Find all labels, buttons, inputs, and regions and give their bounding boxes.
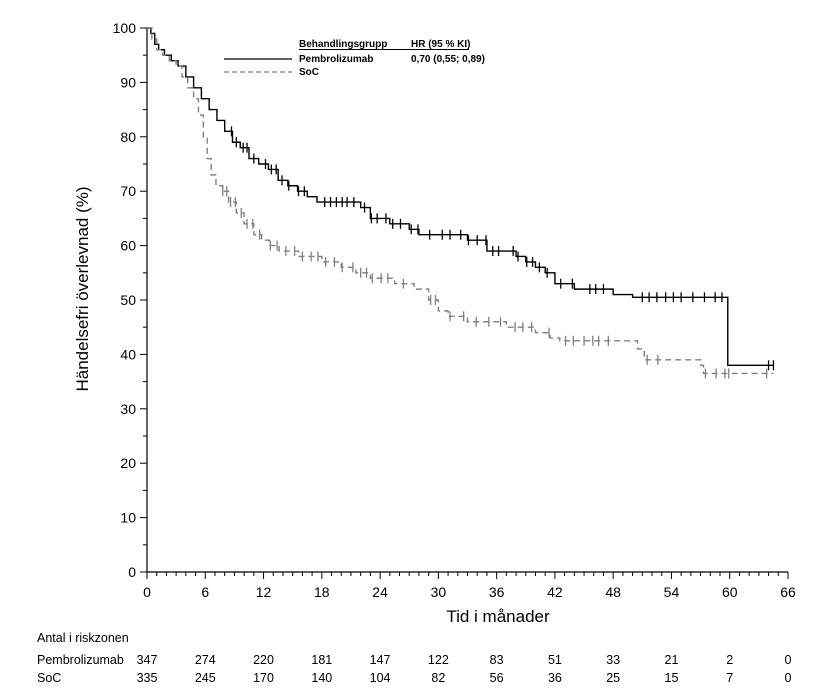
y-tick-label: 90: [120, 74, 136, 90]
y-tick-label: 40: [120, 346, 136, 362]
risk-value-pembrolizumab: 51: [548, 653, 562, 667]
y-tick-label: 20: [120, 455, 136, 471]
risk-value-soc: 36: [548, 671, 562, 685]
y-tick-label: 50: [120, 292, 136, 308]
risk-value-soc: 82: [431, 671, 445, 685]
risk-value-soc: 170: [253, 671, 274, 685]
risk-value-soc: 104: [370, 671, 391, 685]
risk-value-pembrolizumab: 33: [606, 653, 620, 667]
x-tick-label: 36: [489, 584, 505, 600]
risk-value-pembrolizumab: 21: [665, 653, 679, 667]
series-lines: [147, 27, 775, 379]
survival-curve-pembrolizumab: [147, 27, 774, 366]
risk-value-pembrolizumab: 347: [137, 653, 158, 667]
y-tick-label: 70: [120, 183, 136, 199]
x-tick-label: 12: [256, 584, 272, 600]
x-tick-label: 6: [201, 584, 209, 600]
legend-hr-pembrolizumab: 0,70 (0,55; 0,89): [411, 54, 485, 65]
y-tick-label: 80: [120, 129, 136, 145]
risk-value-soc: 56: [490, 671, 504, 685]
risk-value-pembrolizumab: 83: [490, 653, 504, 667]
risk-value-pembrolizumab: 181: [311, 653, 332, 667]
y-tick-label: 10: [120, 510, 136, 526]
risk-value-pembrolizumab: 0: [785, 653, 792, 667]
survival-curve-soc: [147, 27, 774, 375]
risk-value-soc: 25: [606, 671, 620, 685]
legend-label-pembrolizumab: Pembrolizumab: [299, 54, 373, 65]
y-tick-label: 60: [120, 238, 136, 254]
risk-value-pembrolizumab: 220: [253, 653, 274, 667]
x-axis-title: Tid i månader: [446, 607, 550, 626]
x-tick-label: 24: [372, 584, 388, 600]
risk-value-pembrolizumab: 147: [370, 653, 391, 667]
risk-row-label-soc: SoC: [37, 671, 61, 685]
y-axis: 0 10 20 30 40 50 60 70 80 90 100: [113, 20, 148, 580]
risk-table: Antal i riskzonen Pembrolizumab SoC 347 2…: [37, 631, 792, 685]
legend-label-soc: SoC: [299, 67, 319, 78]
risk-table-title: Antal i riskzonen: [37, 631, 129, 645]
x-tick-label: 60: [722, 584, 738, 600]
legend-header-group: Behandlingsgrupp: [299, 39, 387, 50]
risk-value-pembrolizumab: 274: [195, 653, 216, 667]
legend-header-hr: HR (95 % KI): [411, 39, 470, 50]
risk-value-pembrolizumab: 122: [428, 653, 449, 667]
y-axis-title: Händelsefri överlevnad (%): [73, 186, 92, 391]
risk-value-pembrolizumab: 2: [726, 653, 733, 667]
y-tick-label: 100: [113, 20, 137, 36]
risk-value-soc: 0: [785, 671, 792, 685]
y-tick-label: 0: [128, 564, 136, 580]
x-tick-label: 0: [143, 584, 151, 600]
risk-value-soc: 335: [137, 671, 158, 685]
x-tick-label: 42: [547, 584, 563, 600]
risk-row-label-pembrolizumab: Pembrolizumab: [37, 653, 124, 667]
y-tick-label: 30: [120, 401, 136, 417]
x-tick-label: 66: [780, 584, 796, 600]
risk-value-soc: 140: [311, 671, 332, 685]
x-tick-label: 54: [664, 584, 680, 600]
x-tick-label: 48: [605, 584, 621, 600]
risk-value-soc: 7: [726, 671, 733, 685]
risk-value-soc: 15: [665, 671, 679, 685]
legend: Behandlingsgrupp HR (95 % KI) Pembrolizu…: [224, 39, 485, 78]
x-tick-label: 30: [431, 584, 447, 600]
x-axis: 0 6 12 18 24 30 36 42 48 54 60 66: [143, 571, 796, 600]
x-tick-label: 18: [314, 584, 330, 600]
risk-value-soc: 245: [195, 671, 216, 685]
